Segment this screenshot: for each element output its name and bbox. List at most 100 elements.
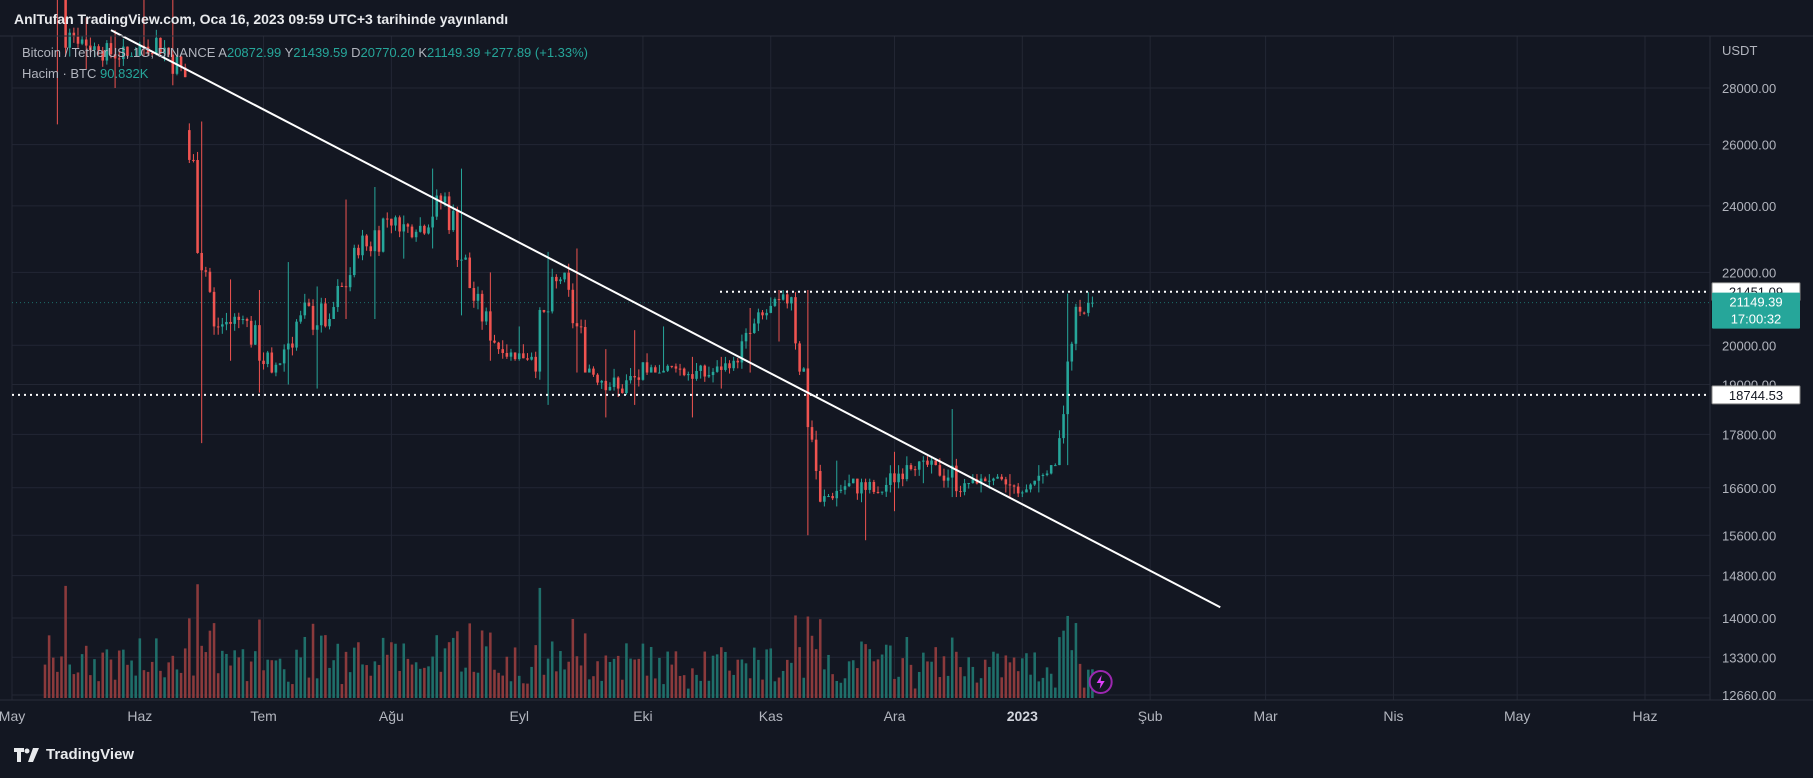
volume-bar [847, 661, 851, 698]
volume-bar [546, 658, 550, 698]
candle-body [765, 312, 768, 316]
x-axis-label: Eki [633, 708, 652, 724]
volume-bar [810, 635, 814, 698]
tradingview-logo[interactable]: TradingView [14, 746, 134, 763]
candle-body [728, 363, 731, 369]
candle-body [847, 483, 851, 487]
volume-bar [274, 660, 278, 698]
candle-body [1016, 486, 1020, 494]
volume-bar [216, 673, 220, 698]
candle-body [827, 496, 830, 498]
volume-bar [423, 667, 426, 698]
volume-bar [905, 637, 909, 698]
volume-bar [105, 649, 109, 698]
candle-body [480, 293, 484, 322]
volume-bar [703, 651, 707, 698]
volume-bar [443, 648, 447, 698]
volume-bar [583, 633, 587, 698]
volume-bar [621, 679, 624, 698]
candle-body [604, 380, 608, 391]
volume-label[interactable]: Hacim · BTC [22, 66, 97, 81]
volume-bar [942, 656, 946, 698]
volume-bar [249, 661, 253, 698]
volume-bar [1058, 637, 1061, 698]
candle-body [963, 483, 966, 492]
price-label-box [1711, 385, 1801, 405]
volume-bar [522, 683, 525, 698]
candle-body [542, 310, 546, 312]
candle-body [456, 210, 459, 260]
candle-body [418, 225, 422, 232]
volume-bar [361, 664, 364, 698]
volume-bar [56, 671, 59, 698]
candle-body [818, 471, 822, 502]
candle-body [439, 195, 443, 203]
candle-body [522, 353, 525, 359]
candle-body [781, 294, 785, 300]
volume-bar [373, 661, 377, 698]
candle-body [113, 54, 117, 59]
candle-body [649, 367, 653, 373]
volume-bar [909, 664, 913, 698]
candle-body [641, 362, 645, 380]
volume-bar [967, 657, 970, 698]
x-axis-label: Mar [1254, 708, 1278, 724]
candle-body [192, 159, 195, 161]
volume-bar [884, 644, 888, 698]
candle-body [588, 368, 591, 373]
volume-bar [645, 675, 649, 698]
volume-bar [282, 669, 286, 698]
candle-body [287, 343, 290, 350]
candle-body [868, 481, 872, 490]
candle-body [216, 326, 220, 328]
candle-body [1025, 489, 1028, 493]
volume-bar [740, 659, 744, 698]
volume-bar [517, 675, 521, 698]
volume-bar [64, 585, 67, 698]
candle-body [600, 380, 603, 383]
volume-bar [501, 675, 505, 698]
candle-body [150, 53, 154, 55]
volume-bar [971, 666, 975, 698]
candle-body [464, 257, 467, 260]
volume-bar [773, 681, 777, 698]
candle-body [332, 307, 335, 319]
volume-bar [802, 677, 806, 698]
candle-body [658, 372, 661, 374]
candle-body [361, 235, 364, 256]
candle-body [84, 39, 88, 46]
volume-bar [47, 635, 51, 698]
candle-body [233, 316, 236, 324]
volume-bar [80, 654, 84, 698]
volume-bar [76, 672, 80, 698]
volume-bar [876, 659, 880, 698]
candle-body [72, 32, 76, 37]
volume-bar [818, 619, 822, 698]
candle-body [616, 377, 620, 389]
candle-body [930, 460, 933, 465]
volume-bar [1008, 662, 1012, 698]
symbol-name[interactable]: Bitcoin / TetherUS, 1G, BINANCE [22, 45, 216, 60]
volume-bar [695, 674, 698, 698]
candle-body [130, 55, 133, 57]
volume-bar [843, 678, 847, 698]
volume-bar [707, 680, 711, 698]
candle-body [509, 352, 513, 357]
candle-body [80, 39, 84, 44]
volume-bar [893, 678, 896, 698]
candle-body [666, 365, 669, 371]
volume-bar [113, 679, 117, 698]
candle-body [687, 374, 690, 376]
candle-body [101, 50, 105, 61]
candle-body [592, 368, 595, 375]
volume-bar [823, 669, 826, 698]
candle-body [171, 54, 175, 74]
volume-bar [101, 652, 105, 698]
volume-bar [315, 678, 319, 698]
candle-body [493, 340, 496, 343]
volume-bar [97, 681, 100, 698]
candle-body [484, 311, 488, 322]
candle-body [983, 478, 987, 482]
